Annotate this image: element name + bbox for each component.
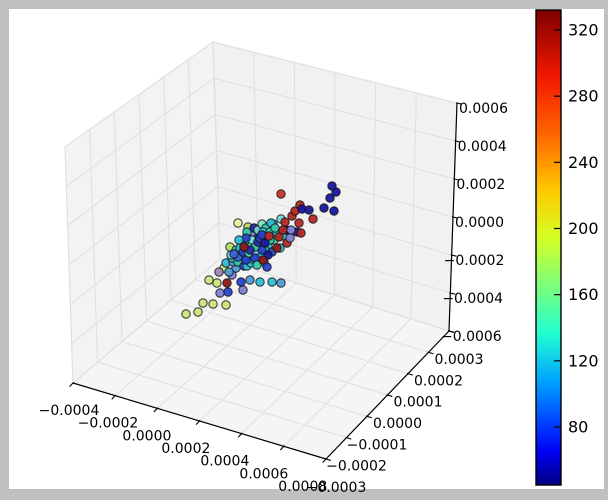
z-tick-label: −0.0002 (444, 253, 505, 269)
data-point (238, 285, 248, 295)
data-point (193, 307, 203, 317)
y-tick-label: 0.0001 (394, 395, 443, 411)
data-point (308, 214, 318, 224)
colorbar-tick-label: 240 (568, 153, 599, 172)
data-point (221, 300, 231, 310)
data-point (224, 267, 234, 277)
data-point (267, 277, 277, 287)
data-point (229, 249, 239, 259)
data-point (329, 206, 339, 216)
data-point (294, 218, 304, 228)
data-point (239, 242, 249, 252)
x-tick-label: 0.0008 (278, 479, 327, 495)
data-point (278, 225, 288, 235)
colorbar-tick-label: 320 (568, 21, 599, 40)
z-tick-label: 0.0004 (458, 139, 507, 155)
data-point (245, 275, 255, 285)
z-tick-label: 0.0002 (456, 177, 505, 193)
y-tick-label: −0.0001 (347, 437, 408, 453)
data-point (223, 287, 233, 297)
data-point (236, 277, 246, 287)
colorbar: 80 120 160 200 240 280 320 (535, 9, 599, 486)
z-axis-tick-labels: −0.0006 −0.0004 −0.0002 0.0000 0.0002 0.0004 0… (441, 101, 508, 345)
axis-ticks (69, 102, 462, 463)
z-tick-label: −0.0004 (442, 291, 503, 307)
data-point (325, 193, 335, 203)
z-tick-label: 0.0006 (459, 101, 508, 117)
x-axis-tick-labels: −0.0004−0.00020.00000.00020.00040.00060.… (39, 403, 328, 495)
colorbar-gradient-bar (535, 9, 562, 486)
data-point (274, 232, 284, 242)
data-point (234, 235, 244, 245)
grid-lines (64, 41, 458, 460)
x-tick-label: −0.0004 (39, 403, 100, 419)
z-tick-label: −0.0006 (441, 329, 502, 345)
colorbar-tick-label: 160 (568, 285, 599, 304)
data-point (208, 299, 218, 309)
data-point (252, 260, 262, 270)
colorbar-tick-label: 280 (568, 87, 599, 106)
y-tick-label: 0.0000 (373, 416, 422, 432)
data-point (264, 231, 274, 241)
data-point (212, 278, 222, 288)
y-tick-label: −0.0002 (326, 459, 387, 475)
x-tick-label: −0.0002 (78, 416, 139, 432)
data-point (214, 267, 224, 277)
colorbar-tick-label: 200 (568, 219, 599, 238)
x-tick-label: 0.0002 (161, 441, 210, 457)
data-point (204, 275, 214, 285)
y-tick-label: 0.0003 (435, 352, 484, 368)
data-point (276, 189, 286, 199)
x-tick-label: 0.0000 (122, 428, 171, 444)
data-point (285, 233, 295, 243)
data-point (319, 203, 329, 213)
data-point (260, 238, 270, 248)
scatter-points (181, 181, 341, 319)
data-point (272, 243, 282, 253)
data-point (258, 255, 268, 265)
colorbar-tick-label: 120 (568, 351, 599, 370)
x-tick-label: 0.0004 (200, 454, 249, 470)
data-point (304, 205, 314, 215)
data-point (270, 223, 280, 233)
data-point (262, 262, 272, 272)
y-tick-label: −0.0003 (306, 480, 367, 496)
x-tick-label: 0.0006 (239, 466, 288, 482)
colorbar-tick-label: 80 (568, 418, 588, 437)
data-point (276, 278, 286, 288)
y-axis-tick-labels: −0.0003 −0.0002 −0.0001 0.0000 0.0001 0.0002 0… (306, 352, 484, 496)
data-point (233, 218, 243, 228)
data-point (198, 298, 208, 308)
z-tick-label: 0.0000 (455, 215, 504, 231)
data-point (327, 181, 337, 191)
y-tick-label: 0.0002 (414, 373, 463, 389)
data-point (255, 277, 265, 287)
data-point (286, 225, 296, 235)
data-point (181, 309, 191, 319)
data-point (215, 288, 225, 298)
data-point (280, 217, 290, 227)
data-point (296, 228, 306, 238)
data-point (222, 278, 232, 288)
